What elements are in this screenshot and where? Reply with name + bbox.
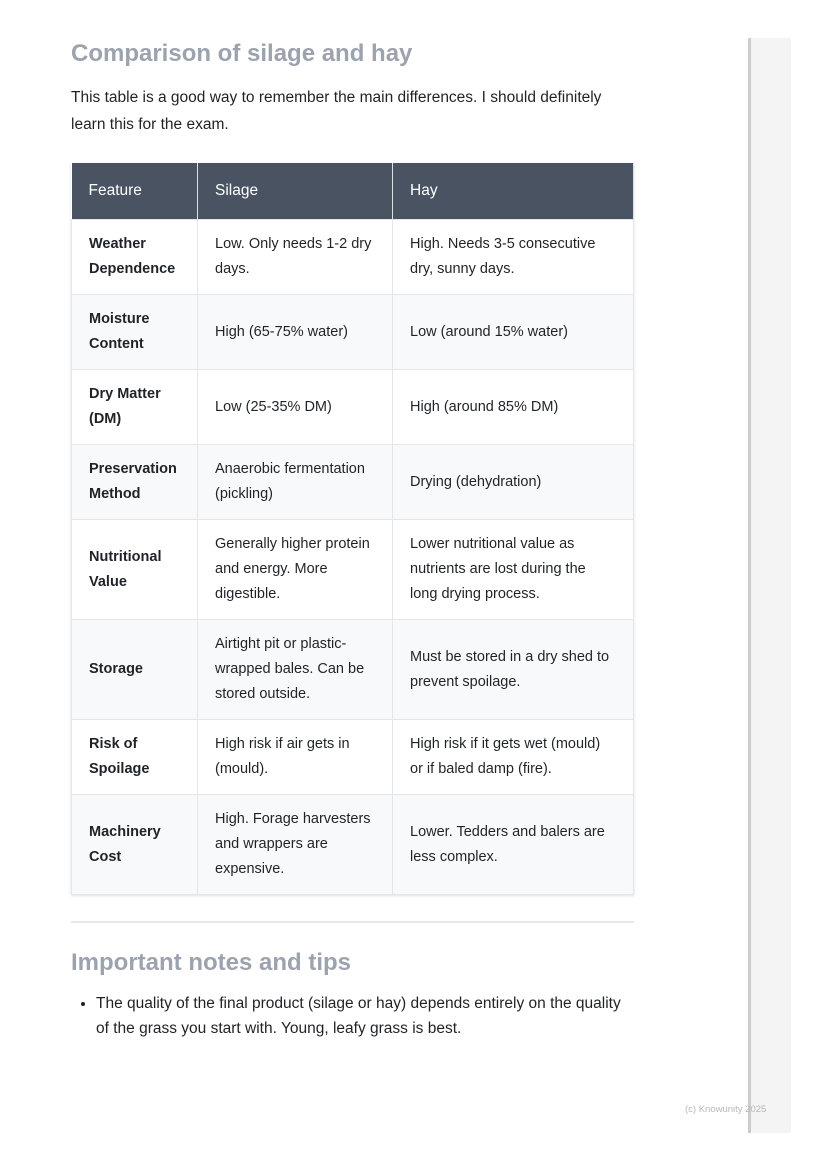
cell-feature: Machinery Cost: [71, 794, 198, 895]
table-row: Storage Airtight pit or plastic-wrapped b…: [71, 619, 634, 720]
table-row: Dry Matter (DM) Low (25-35% DM) High (arou…: [71, 369, 634, 445]
cell-silage: Generally higher protein and energy. Mor…: [197, 519, 393, 620]
cell-silage: Low. Only needs 1-2 dry days.: [197, 219, 393, 295]
header-hay: Hay: [392, 163, 634, 220]
cell-feature: Risk of Spoilage: [71, 719, 198, 795]
cell-hay: High (around 85% DM): [392, 369, 634, 445]
copyright-text: (c) Knowunity 2025: [685, 1104, 767, 1115]
section-title-comparison: Comparison of silage and hay: [71, 40, 413, 67]
table-row: Risk of Spoilage High risk if air gets in…: [71, 719, 634, 795]
table-row: Nutritional Value Generally higher protei…: [71, 519, 634, 620]
table-row: Machinery Cost High. Forage harvesters an…: [71, 794, 634, 895]
cell-feature: Dry Matter (DM): [71, 369, 198, 445]
cell-hay: High. Needs 3-5 consecutive dry, sunny d…: [392, 219, 634, 295]
table-header-row: Feature Silage Hay: [71, 163, 634, 220]
cell-feature: Storage: [71, 619, 198, 720]
cell-feature: Nutritional Value: [71, 519, 198, 620]
table-row: Weather Dependence Low. Only needs 1-2 dr…: [71, 219, 634, 295]
cell-silage: Anaerobic fermentation (pickling): [197, 444, 393, 520]
cell-hay: Lower. Tedders and balers are less compl…: [392, 794, 634, 895]
comparison-table: Feature Silage Hay Weather Dependence Low…: [71, 163, 634, 895]
cell-silage: High. Forage harvesters and wrappers are…: [197, 794, 393, 895]
notes-list: The quality of the final product (silage…: [71, 991, 634, 1041]
cell-silage: High risk if air gets in (mould).: [197, 719, 393, 795]
header-silage: Silage: [197, 163, 393, 220]
table-row: Preservation Method Anaerobic fermentatio…: [71, 444, 634, 520]
cell-hay: High risk if it gets wet (mould) or if b…: [392, 719, 634, 795]
intro-paragraph: This table is a good way to remember the…: [71, 89, 602, 133]
cell-hay: Low (around 15% water): [392, 294, 634, 370]
side-panel: [748, 38, 791, 1133]
cell-feature: Moisture Content: [71, 294, 198, 370]
table-row: Moisture Content High (65-75% water) Low (…: [71, 294, 634, 370]
cell-hay: Must be stored in a dry shed to prevent …: [392, 619, 634, 720]
section-title-notes: Important notes and tips: [71, 949, 352, 976]
cell-silage: Airtight pit or plastic-wrapped bales. C…: [197, 619, 393, 720]
header-feature: Feature: [71, 163, 198, 220]
cell-hay: Drying (dehydration): [392, 444, 634, 520]
cell-silage: High (65-75% water): [197, 294, 393, 370]
cell-feature: Weather Dependence: [71, 219, 198, 295]
cell-hay: Lower nutritional value as nutrients are…: [392, 519, 634, 620]
cell-silage: Low (25-35% DM): [197, 369, 393, 445]
cell-feature: Preservation Method: [71, 444, 198, 520]
divider: [71, 921, 634, 923]
list-item: The quality of the final product (silage…: [96, 991, 634, 1041]
document-content: Comparison of silage and hay This table …: [71, 38, 634, 1041]
